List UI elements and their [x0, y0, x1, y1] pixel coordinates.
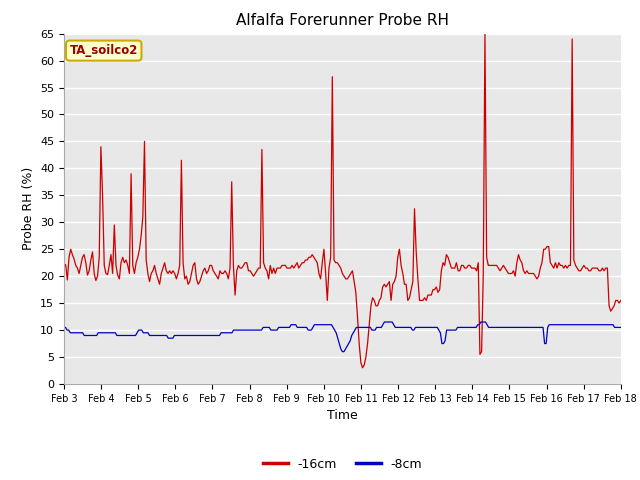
- -8cm: [135, 327, 143, 333]
- Text: TA_soilco2: TA_soilco2: [70, 44, 138, 57]
- -8cm: [513, 324, 520, 330]
- Legend: -16cm, -8cm: -16cm, -8cm: [257, 453, 428, 476]
- -8cm: [466, 324, 474, 330]
- -16cm: [481, 31, 489, 36]
- Line: -8cm: -8cm: [64, 322, 621, 352]
- Y-axis label: Probe RH (%): Probe RH (%): [22, 167, 35, 251]
- -8cm: [454, 324, 461, 330]
- -16cm: [132, 260, 140, 265]
- -16cm: [365, 322, 373, 327]
- -8cm: [381, 319, 388, 325]
- -16cm: [246, 268, 254, 274]
- -8cm: [339, 349, 346, 355]
- -8cm: [528, 324, 536, 330]
- Title: Alfalfa Forerunner Probe RH: Alfalfa Forerunner Probe RH: [236, 13, 449, 28]
- -16cm: [358, 365, 366, 371]
- -8cm: [385, 319, 393, 325]
- -8cm: [60, 324, 68, 330]
- -16cm: [541, 246, 549, 252]
- X-axis label: Time: Time: [327, 409, 358, 422]
- -16cm: [617, 298, 625, 303]
- -16cm: [411, 206, 419, 212]
- -16cm: [60, 261, 68, 267]
- -16cm: [364, 341, 371, 347]
- -8cm: [617, 324, 625, 330]
- Line: -16cm: -16cm: [64, 34, 621, 368]
